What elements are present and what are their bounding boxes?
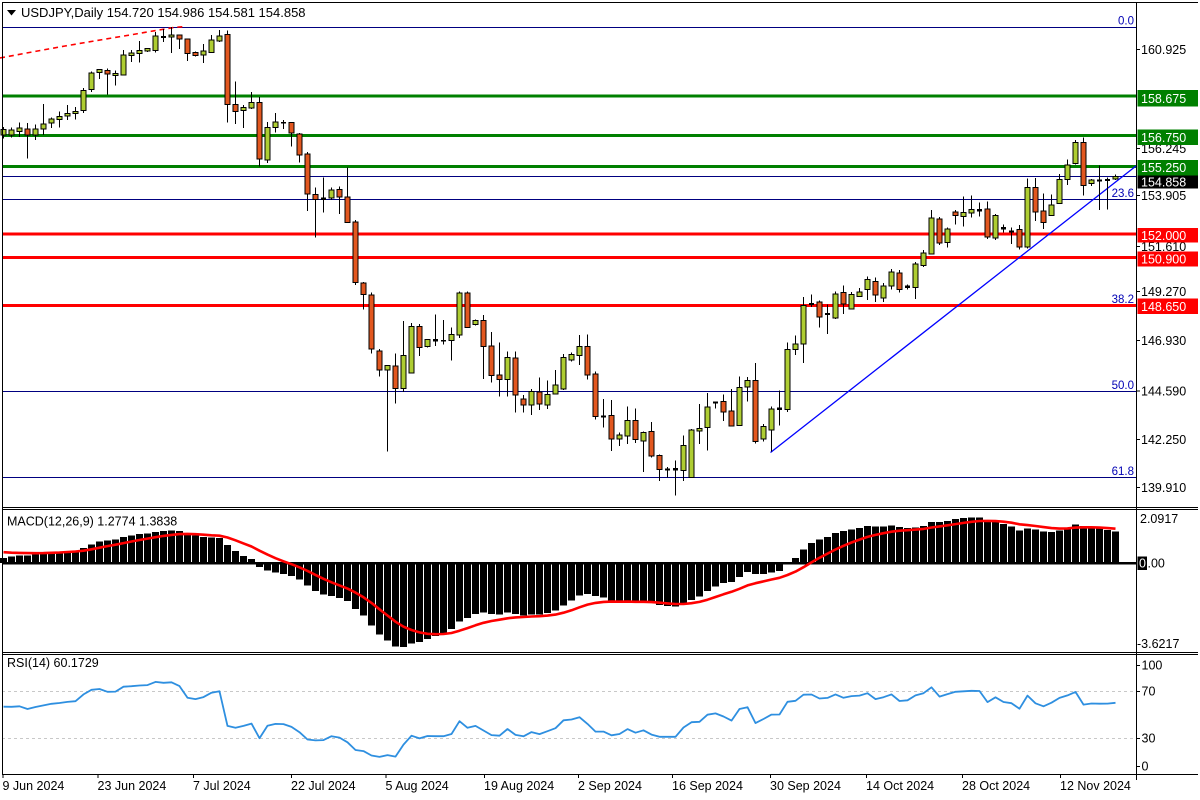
svg-text:28 Oct 2024: 28 Oct 2024 bbox=[962, 779, 1030, 793]
svg-text:30: 30 bbox=[1142, 731, 1156, 745]
svg-text:155.250: 155.250 bbox=[1141, 161, 1186, 175]
svg-text:7 Jul 2024: 7 Jul 2024 bbox=[193, 779, 251, 793]
svg-text:-3.6217: -3.6217 bbox=[1137, 637, 1179, 651]
svg-text:151.610: 151.610 bbox=[1141, 240, 1186, 254]
svg-text:19 Aug 2024: 19 Aug 2024 bbox=[484, 779, 554, 793]
svg-text:50.0: 50.0 bbox=[1112, 380, 1134, 392]
svg-text:22 Jul 2024: 22 Jul 2024 bbox=[291, 779, 356, 793]
svg-text:150.900: 150.900 bbox=[1141, 253, 1186, 267]
svg-text:160.925: 160.925 bbox=[1141, 43, 1186, 57]
svg-text:146.930: 146.930 bbox=[1141, 334, 1186, 348]
svg-text:61.8: 61.8 bbox=[1112, 466, 1134, 478]
svg-text:144.590: 144.590 bbox=[1141, 385, 1186, 399]
svg-text:154.858: 154.858 bbox=[1141, 176, 1186, 190]
svg-text:156.245: 156.245 bbox=[1141, 142, 1186, 156]
svg-text:23.6: 23.6 bbox=[1112, 188, 1134, 200]
svg-text:16 Sep 2024: 16 Sep 2024 bbox=[672, 779, 743, 793]
svg-text:148.650: 148.650 bbox=[1141, 300, 1186, 314]
svg-text:.00: .00 bbox=[1148, 557, 1165, 571]
svg-text:0: 0 bbox=[1139, 557, 1146, 571]
svg-text:23 Jun 2024: 23 Jun 2024 bbox=[98, 779, 167, 793]
svg-text:149.270: 149.270 bbox=[1141, 285, 1186, 299]
svg-text:70: 70 bbox=[1142, 685, 1156, 699]
svg-text:153.905: 153.905 bbox=[1141, 189, 1186, 203]
svg-text:9 Jun 2024: 9 Jun 2024 bbox=[3, 779, 65, 793]
svg-text:14 Oct 2024: 14 Oct 2024 bbox=[866, 779, 934, 793]
svg-text:139.910: 139.910 bbox=[1141, 481, 1186, 495]
svg-text:156.750: 156.750 bbox=[1141, 131, 1186, 145]
svg-text:152.000: 152.000 bbox=[1141, 229, 1186, 243]
svg-text:2.0917: 2.0917 bbox=[1140, 512, 1178, 526]
svg-text:2 Sep 2024: 2 Sep 2024 bbox=[578, 779, 642, 793]
svg-text:30 Sep 2024: 30 Sep 2024 bbox=[770, 779, 841, 793]
svg-text:RSI(14) 60.1729: RSI(14) 60.1729 bbox=[7, 656, 99, 670]
svg-text:158.675: 158.675 bbox=[1141, 92, 1186, 106]
svg-text:5 Aug 2024: 5 Aug 2024 bbox=[386, 779, 449, 793]
svg-text:0: 0 bbox=[1142, 760, 1149, 774]
svg-text:MACD(12,26,9) 1.2774 1.3838: MACD(12,26,9) 1.2774 1.3838 bbox=[7, 515, 177, 529]
svg-text:USDJPY,Daily 154.720 154.986: USDJPY,Daily 154.720 154.986 154.581 154… bbox=[21, 5, 306, 20]
svg-text:12 Nov 2024: 12 Nov 2024 bbox=[1060, 779, 1131, 793]
svg-text:0.0: 0.0 bbox=[1118, 16, 1134, 28]
svg-text:142.250: 142.250 bbox=[1141, 433, 1186, 447]
svg-text:38.2: 38.2 bbox=[1112, 294, 1134, 306]
svg-text:100: 100 bbox=[1142, 658, 1163, 672]
